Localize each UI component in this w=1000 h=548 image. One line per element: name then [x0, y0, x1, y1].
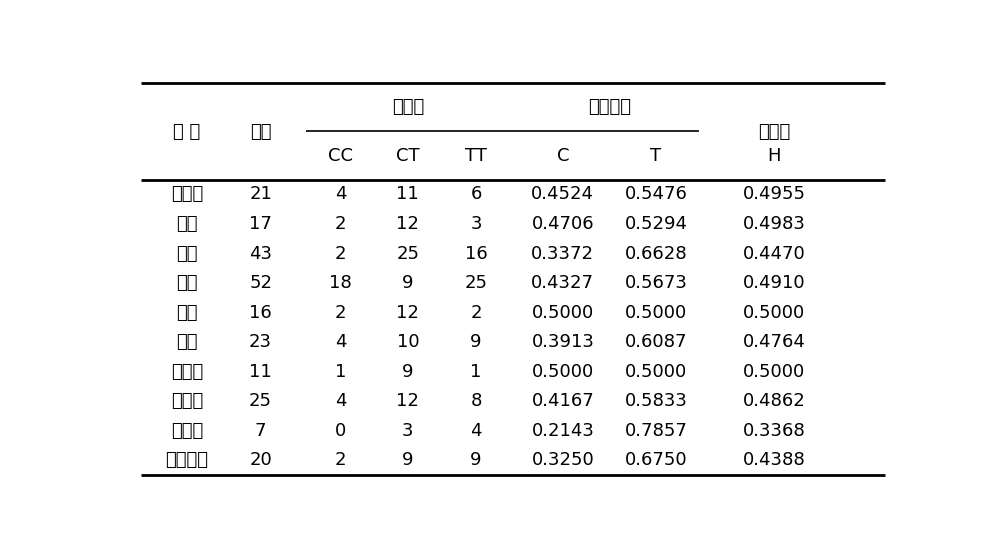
- Text: CT: CT: [396, 147, 420, 165]
- Text: 17: 17: [249, 215, 272, 233]
- Text: 23: 23: [249, 333, 272, 351]
- Text: 2: 2: [335, 215, 346, 233]
- Text: 11: 11: [396, 185, 419, 203]
- Text: 9: 9: [470, 452, 482, 469]
- Text: 0.7857: 0.7857: [624, 422, 687, 439]
- Text: 2: 2: [335, 244, 346, 262]
- Text: 0.6087: 0.6087: [625, 333, 687, 351]
- Text: 25: 25: [396, 244, 419, 262]
- Text: 长申: 长申: [176, 304, 198, 322]
- Text: 43: 43: [249, 244, 272, 262]
- Text: 0.3368: 0.3368: [743, 422, 806, 439]
- Text: 0.6628: 0.6628: [625, 244, 687, 262]
- Text: 0.3372: 0.3372: [531, 244, 594, 262]
- Text: 杜申: 杜申: [176, 333, 198, 351]
- Text: 0.4764: 0.4764: [743, 333, 806, 351]
- Text: 0.4388: 0.4388: [743, 452, 806, 469]
- Text: 9: 9: [402, 452, 414, 469]
- Text: 9: 9: [470, 333, 482, 351]
- Text: 4: 4: [335, 333, 346, 351]
- Text: 11: 11: [249, 363, 272, 381]
- Text: 2: 2: [335, 304, 346, 322]
- Text: 皮特兰: 皮特兰: [171, 185, 203, 203]
- Text: 皮大申: 皮大申: [171, 363, 203, 381]
- Text: 1: 1: [335, 363, 346, 381]
- Text: 0.3913: 0.3913: [531, 333, 594, 351]
- Text: C: C: [557, 147, 569, 165]
- Text: 25: 25: [249, 392, 272, 410]
- Text: 16: 16: [249, 304, 272, 322]
- Text: 4: 4: [335, 185, 346, 203]
- Text: 16: 16: [465, 244, 487, 262]
- Text: 申农: 申农: [176, 215, 198, 233]
- Text: 0.4910: 0.4910: [743, 274, 806, 292]
- Text: 0.4327: 0.4327: [531, 274, 594, 292]
- Text: 大白: 大白: [176, 244, 198, 262]
- Text: 3: 3: [470, 215, 482, 233]
- Text: 25: 25: [465, 274, 488, 292]
- Text: 0.4862: 0.4862: [743, 392, 806, 410]
- Text: 0.4167: 0.4167: [532, 392, 594, 410]
- Text: 8: 8: [470, 392, 482, 410]
- Text: 个体: 个体: [250, 123, 271, 141]
- Text: 7: 7: [255, 422, 266, 439]
- Text: 0.6750: 0.6750: [625, 452, 687, 469]
- Text: 3: 3: [402, 422, 414, 439]
- Text: 4: 4: [470, 422, 482, 439]
- Text: 0.4955: 0.4955: [743, 185, 806, 203]
- Text: 0.5476: 0.5476: [624, 185, 687, 203]
- Text: 杂合度: 杂合度: [758, 123, 791, 141]
- Text: 0.4706: 0.4706: [532, 215, 594, 233]
- Text: 12: 12: [396, 304, 419, 322]
- Text: 0.5000: 0.5000: [743, 363, 806, 381]
- Text: 0.5000: 0.5000: [743, 304, 806, 322]
- Text: 杜大申: 杜大申: [171, 422, 203, 439]
- Text: 0.5000: 0.5000: [625, 363, 687, 381]
- Text: 4: 4: [335, 392, 346, 410]
- Text: 品 种: 品 种: [173, 123, 201, 141]
- Text: 12: 12: [396, 215, 419, 233]
- Text: 2: 2: [470, 304, 482, 322]
- Text: 0: 0: [335, 422, 346, 439]
- Text: T: T: [650, 147, 661, 165]
- Text: 0.5294: 0.5294: [624, 215, 687, 233]
- Text: 0.4983: 0.4983: [743, 215, 806, 233]
- Text: 0.5000: 0.5000: [625, 304, 687, 322]
- Text: 0.5833: 0.5833: [624, 392, 687, 410]
- Text: 10: 10: [397, 333, 419, 351]
- Text: 18: 18: [329, 274, 352, 292]
- Text: 长大申: 长大申: [171, 392, 203, 410]
- Text: 20: 20: [249, 452, 272, 469]
- Text: H: H: [768, 147, 781, 165]
- Text: 0.3250: 0.3250: [532, 452, 594, 469]
- Text: 52: 52: [249, 274, 272, 292]
- Text: 0.4524: 0.4524: [531, 185, 594, 203]
- Text: 0.5000: 0.5000: [532, 363, 594, 381]
- Text: 9: 9: [402, 363, 414, 381]
- Text: 基因频率: 基因频率: [588, 98, 631, 116]
- Text: 0.5673: 0.5673: [624, 274, 687, 292]
- Text: 12: 12: [396, 392, 419, 410]
- Text: 9: 9: [402, 274, 414, 292]
- Text: 6: 6: [470, 185, 482, 203]
- Text: 0.2143: 0.2143: [531, 422, 594, 439]
- Text: 2: 2: [335, 452, 346, 469]
- Text: 基因型: 基因型: [392, 98, 424, 116]
- Text: 1: 1: [470, 363, 482, 381]
- Text: 大申: 大申: [176, 274, 198, 292]
- Text: CC: CC: [328, 147, 353, 165]
- Text: 0.5000: 0.5000: [532, 304, 594, 322]
- Text: TT: TT: [465, 147, 487, 165]
- Text: 21: 21: [249, 185, 272, 203]
- Text: 杜皮大申: 杜皮大申: [166, 452, 208, 469]
- Text: 0.4470: 0.4470: [743, 244, 806, 262]
